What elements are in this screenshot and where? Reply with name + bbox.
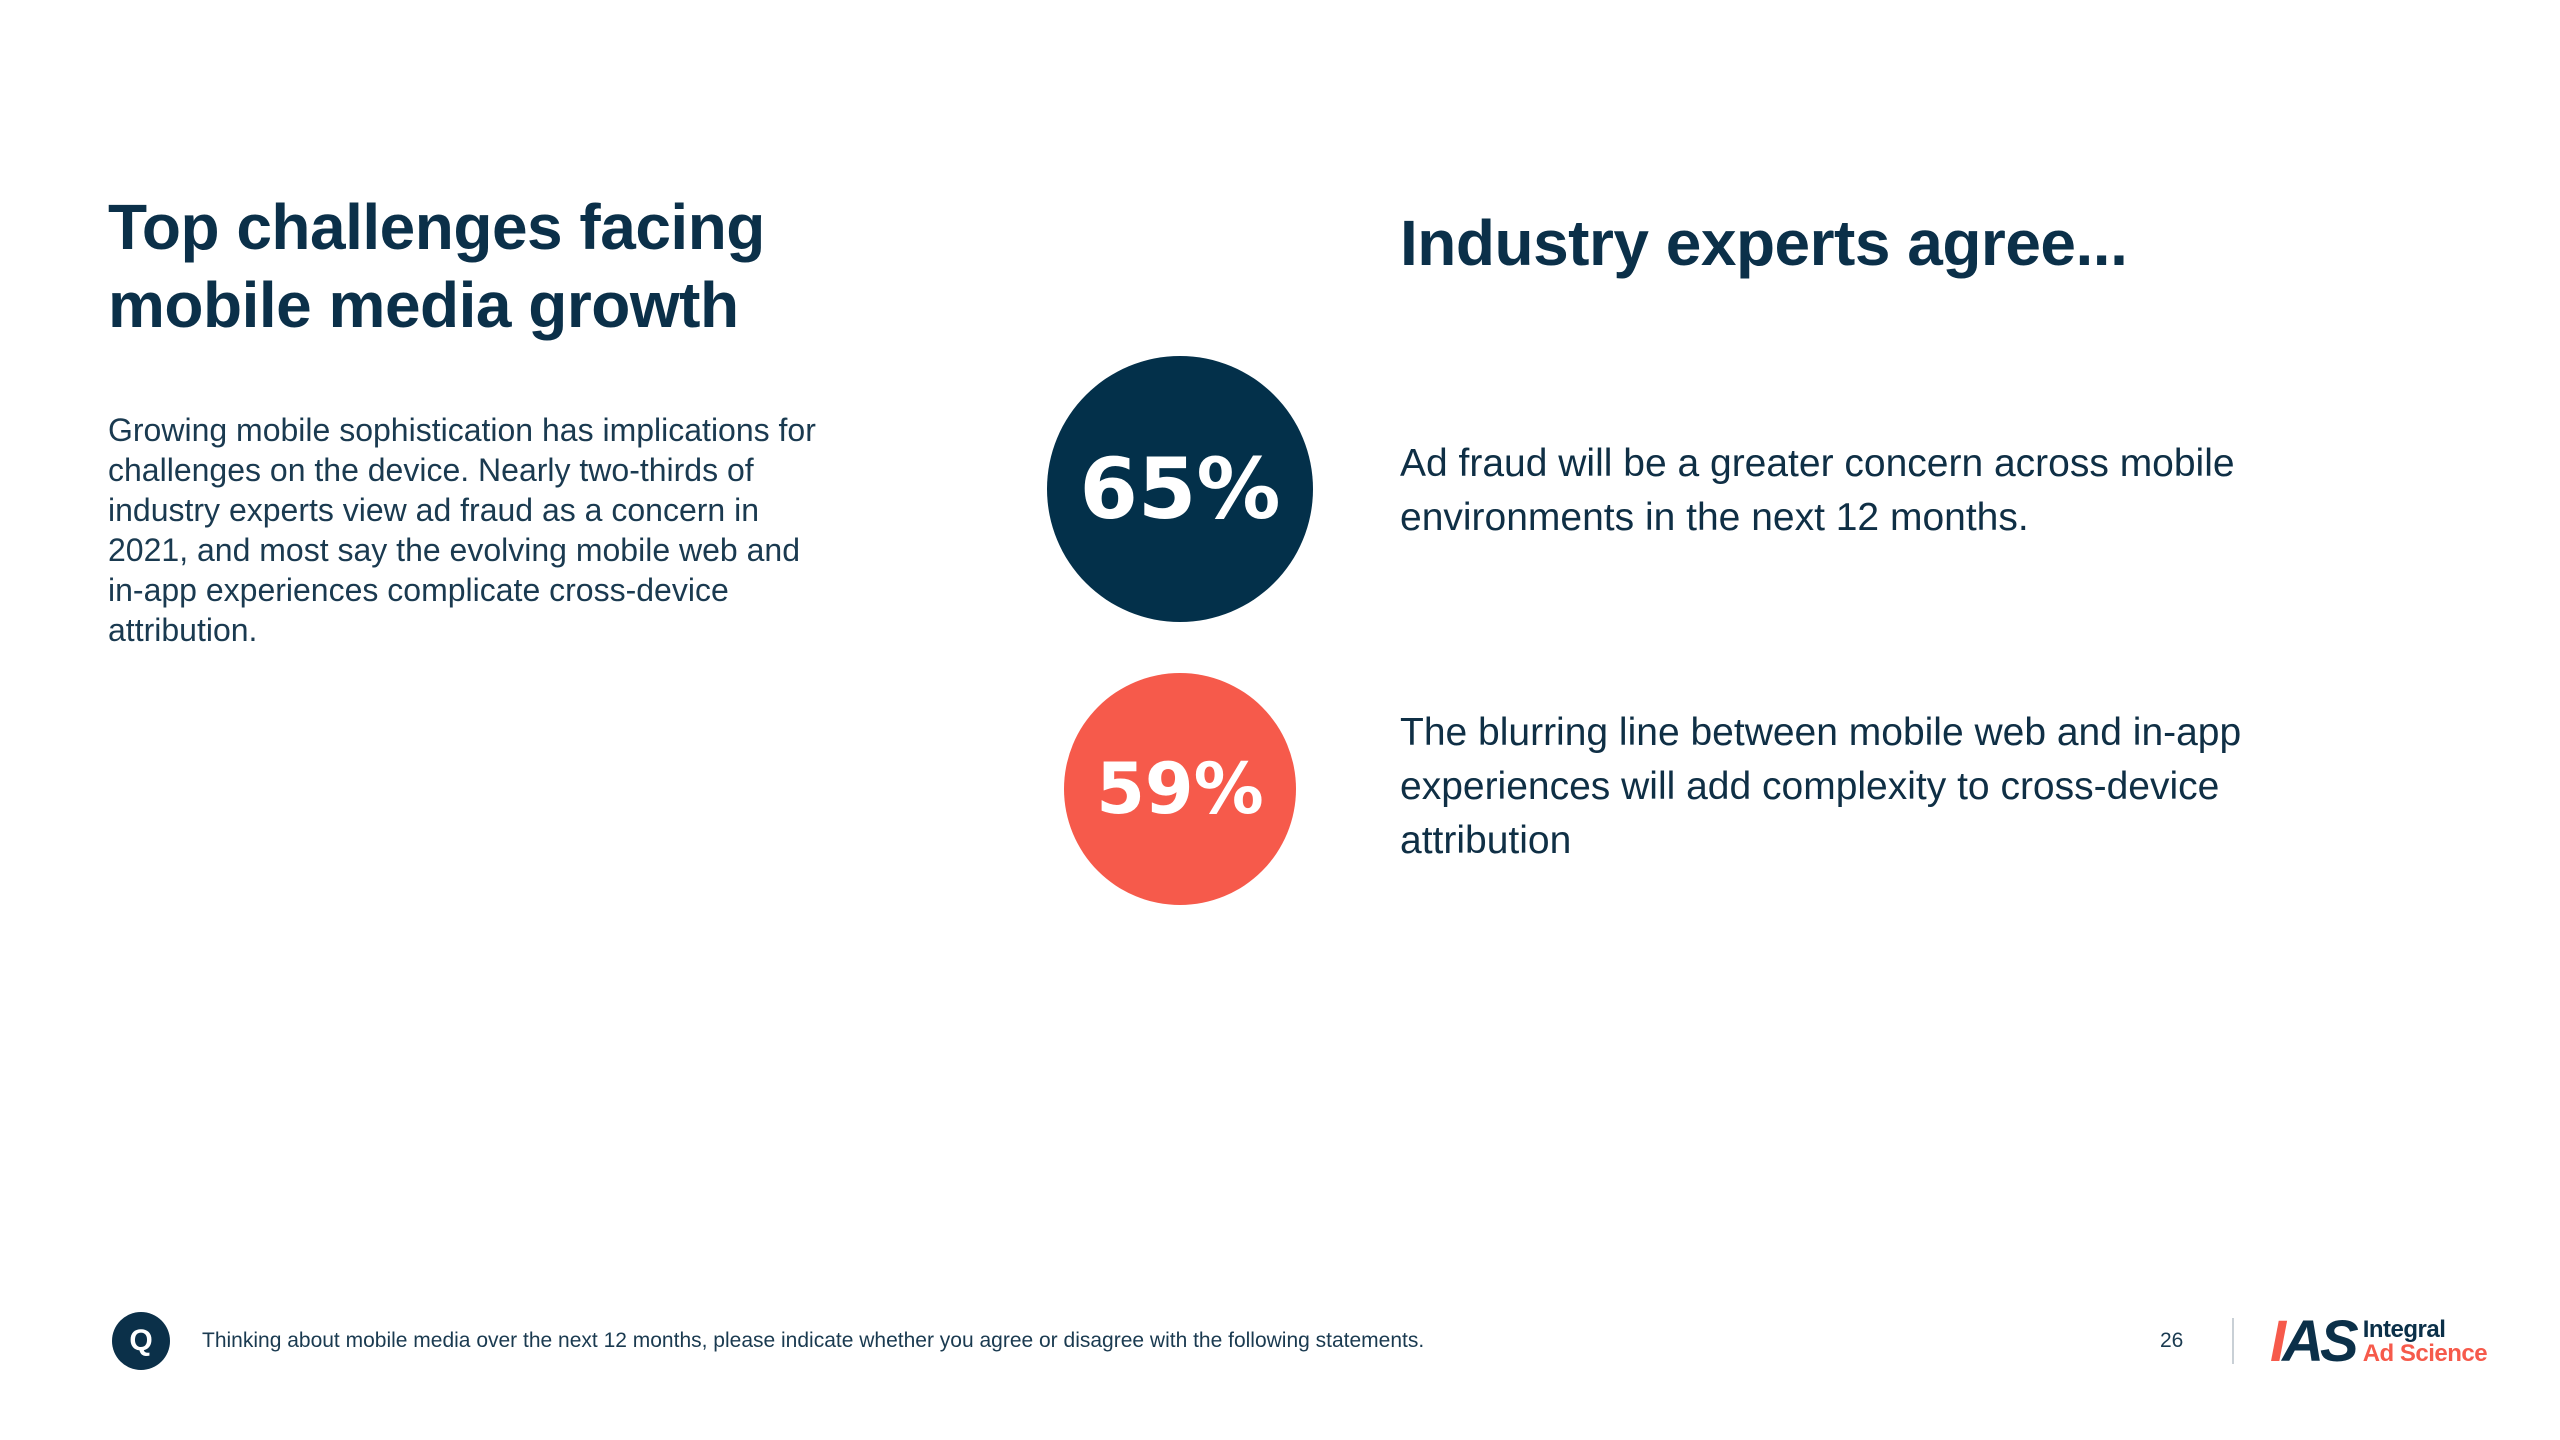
- footer-divider: [2232, 1318, 2234, 1364]
- stat-value: 59%: [1096, 748, 1264, 830]
- stat-statement-attribution: The blurring line between mobile web and…: [1400, 711, 2242, 862]
- page-number: 26: [2160, 1329, 2184, 1352]
- stat-statement-ad-fraud: Ad fraud will be a greater concern acros…: [1400, 442, 2235, 539]
- section-title: Top challenges facing mobile media growt…: [108, 191, 765, 341]
- ias-logo-wordmark: Integral Ad Science: [2362, 1316, 2488, 1367]
- stats-title: Industry experts agree...: [1400, 207, 2128, 279]
- stat-value: 65%: [1079, 440, 1281, 538]
- ias-logo-mark: IAS: [2270, 1309, 2359, 1374]
- question-icon: Q: [112, 1312, 170, 1370]
- stat-circle-attribution: 59%: [1064, 673, 1296, 905]
- ias-logo: IAS Integral Ad Science: [2270, 1309, 2488, 1374]
- survey-question: Thinking about mobile media over the nex…: [202, 1329, 1425, 1352]
- section-description: Growing mobile sophistication has implic…: [108, 412, 816, 648]
- stat-circle-ad-fraud: 65%: [1047, 356, 1313, 622]
